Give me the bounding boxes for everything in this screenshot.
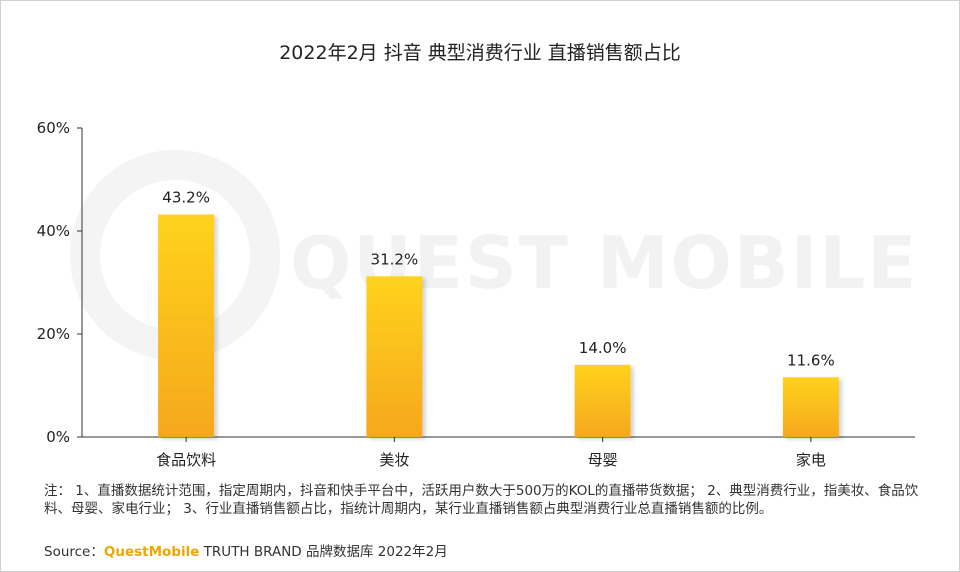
source-line: Source：QuestMobile TRUTH BRAND 品牌数据库 202… xyxy=(44,540,448,560)
y-tick-label: 20% xyxy=(37,325,70,343)
y-tick-label: 0% xyxy=(46,428,70,446)
bar-value-label: 14.0% xyxy=(579,339,627,357)
bar-value-label: 11.6% xyxy=(787,351,835,369)
x-tick-label: 母婴 xyxy=(588,451,618,469)
chart-notes: 注： 1、直播数据统计范围，指定周期内，抖音和快手平台中，活跃用户数大于500万… xyxy=(44,483,919,517)
x-tick-label: 食品饮料 xyxy=(156,451,216,469)
chart-title: 2022年2月 抖音 典型消费行业 直播销售额占比 xyxy=(279,42,681,64)
source-brand: QuestMobile xyxy=(103,544,200,560)
bar xyxy=(158,214,215,437)
y-tick-label: 40% xyxy=(37,222,70,240)
source-suffix: TRUTH BRAND 品牌数据库 2022年2月 xyxy=(199,544,448,560)
bar xyxy=(574,364,631,437)
bar-value-label: 43.2% xyxy=(162,189,210,207)
source-prefix: Source： xyxy=(44,544,104,560)
y-tick-label: 60% xyxy=(37,119,70,137)
bar xyxy=(366,276,423,437)
x-tick-label: 美妆 xyxy=(379,451,409,469)
bar-value-label: 31.2% xyxy=(371,250,419,268)
x-tick-label: 家电 xyxy=(796,451,826,469)
bar xyxy=(782,377,839,437)
